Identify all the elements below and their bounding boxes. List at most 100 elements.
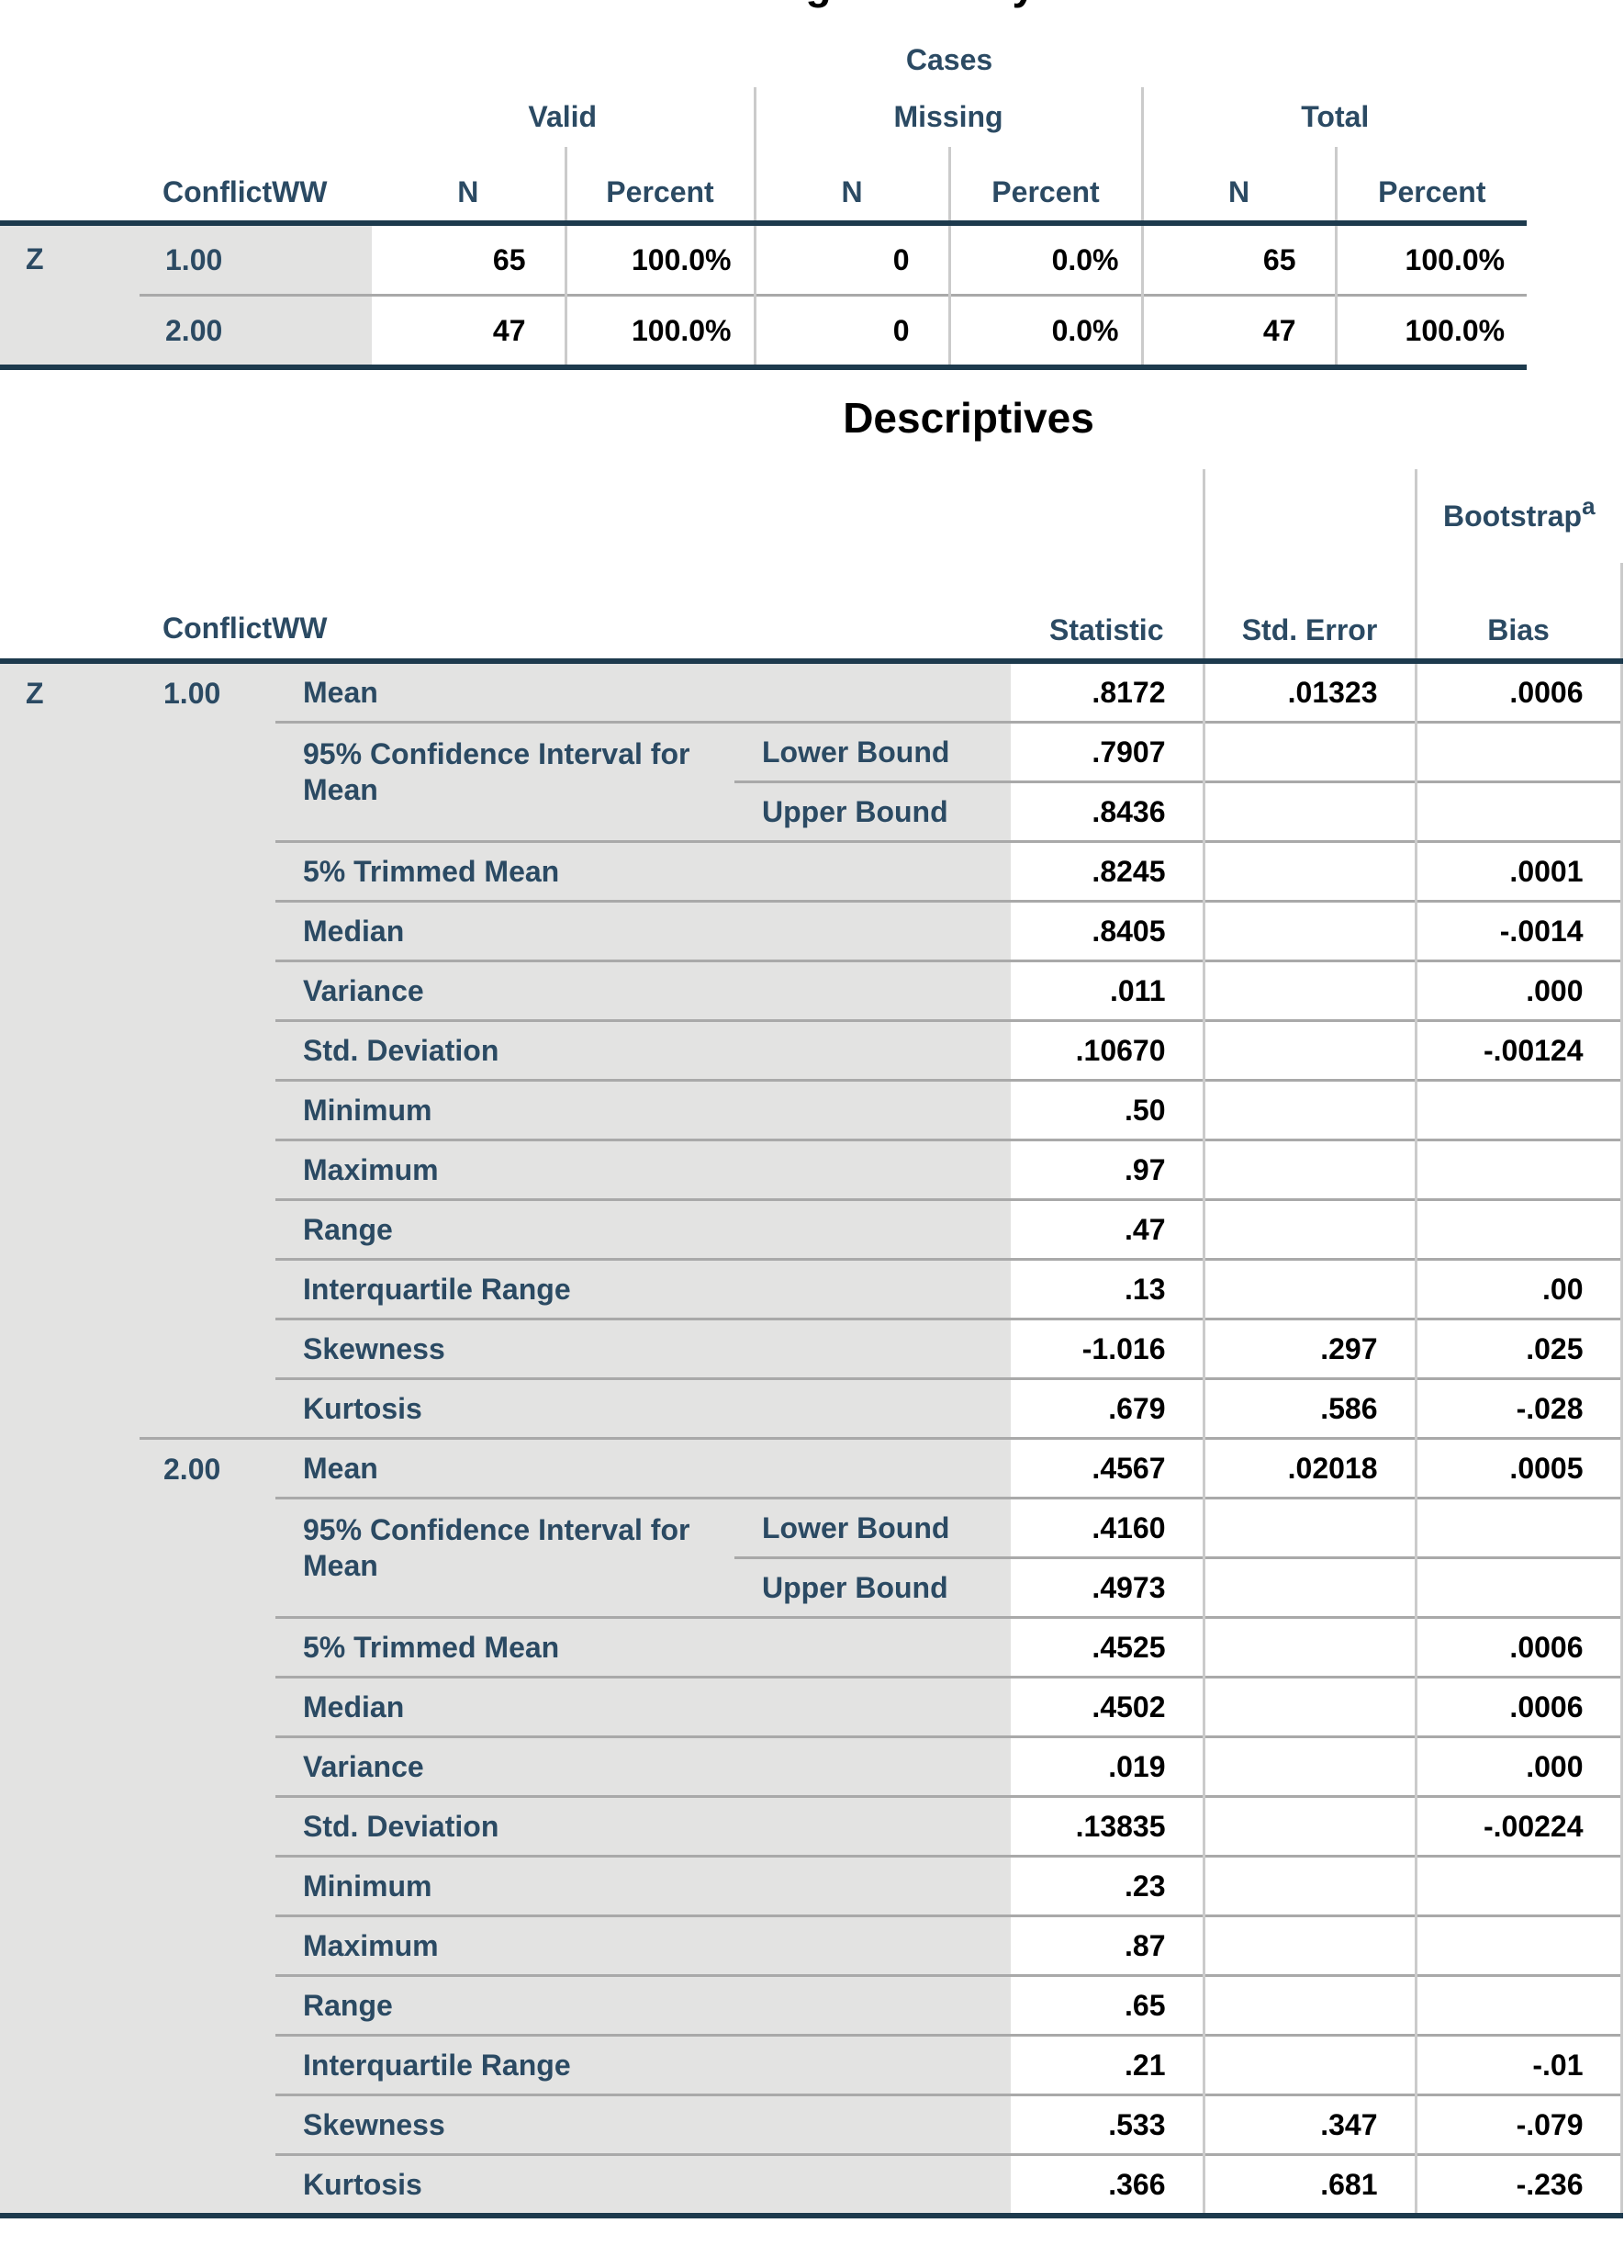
bootstrap-span-header: Bootstrapa <box>1414 469 1621 563</box>
std-error-value <box>1202 780 1416 842</box>
bias-value: .0001 <box>1414 840 1623 902</box>
total-span-header: Total <box>1140 87 1528 147</box>
stat-label: Median <box>275 900 1011 961</box>
stat-row: Skewness .533 .347 -.079 <box>0 2094 1623 2155</box>
cases-header-row: Cases <box>0 32 1527 87</box>
stat-row: Maximum .87 <box>0 1914 1623 1976</box>
descriptives-title: Descriptives <box>843 394 1094 442</box>
statistic-value: .4525 <box>1011 1616 1204 1678</box>
bias-value: .000 <box>1414 960 1623 1021</box>
stat-label: Variance <box>275 1735 1011 1797</box>
stat-row: Range .65 <box>0 1974 1623 2036</box>
missing-percent-value: 0.0% <box>947 294 1142 367</box>
group-label: 2.00 <box>140 294 372 367</box>
stat-label: Kurtosis <box>275 2153 1011 2216</box>
stat-row: 5% Trimmed Mean .4525 .0006 <box>0 1616 1623 1678</box>
stat-row: Minimum .23 <box>0 1855 1623 1916</box>
statistic-value: .4160 <box>1011 1497 1204 1558</box>
std-error-value: .586 <box>1202 1377 1416 1439</box>
missing-n-value: 0 <box>753 223 949 296</box>
stat-label: Interquartile Range <box>275 2034 1011 2095</box>
stat-label: Maximum <box>275 1914 1011 1976</box>
std-error-value <box>1202 1676 1416 1737</box>
bootstrap-label: Bootstrap <box>1442 499 1583 533</box>
valid-span-header: Valid <box>528 100 598 133</box>
table-row: Z 1.00 65 100.0% 0 0.0% 65 100.0% <box>0 223 1528 367</box>
valid-percent-value: 100.0% <box>564 223 755 296</box>
stat-label: Minimum <box>275 1855 1011 1916</box>
std-error-value <box>1202 1079 1416 1140</box>
valid-percent-value: 100.0% <box>564 294 755 367</box>
std-error-value <box>1202 1556 1416 1618</box>
std-error-value: .297 <box>1202 1318 1416 1379</box>
stat-label: 95% Confidence Interval for Mean <box>275 1497 734 1618</box>
stat-label: Minimum <box>275 1079 1011 1140</box>
stat-row: Skewness -1.016 .297 .025 <box>0 1318 1623 1379</box>
statistic-value: .4973 <box>1011 1556 1204 1618</box>
stat-row: Maximum .97 <box>0 1139 1623 1200</box>
stat-row: 95% Confidence Interval for Mean Lower B… <box>0 1497 1623 1618</box>
stat-row: Std. Deviation .13835 -.00224 <box>0 1795 1623 1857</box>
missing-n-value: 0 <box>753 294 949 367</box>
std-error-value <box>1202 840 1416 902</box>
statistic-value: .10670 <box>1011 1019 1204 1081</box>
total-percent-header: Percent <box>1334 147 1528 226</box>
stat-row: Upper Bound .8436 <box>0 780 1623 842</box>
total-n-value: 65 <box>1140 223 1336 296</box>
statistic-value: .50 <box>1011 1079 1204 1140</box>
bias-value: .0006 <box>1414 1616 1623 1678</box>
bias-value <box>1414 1079 1623 1140</box>
stat-row: Median .8405 -.0014 <box>0 900 1623 961</box>
stat-row: Variance .011 .000 <box>0 960 1623 1021</box>
statistic-value: .4502 <box>1011 1676 1204 1737</box>
bias-value: -.00124 <box>1414 1019 1623 1081</box>
statistic-value: .23 <box>1011 1855 1204 1916</box>
std-error-value: .01323 <box>1202 661 1416 723</box>
std-error-value <box>1202 1616 1416 1678</box>
bias-value: -.236 <box>1414 2153 1623 2216</box>
group-label: 2.00 <box>140 1437 275 2216</box>
stat-label: 95% Confidence Interval for Mean <box>275 721 734 842</box>
stat-row: Minimum .50 <box>0 1079 1623 1140</box>
statistic-value: .97 <box>1011 1139 1204 1200</box>
stat-label: Variance <box>275 960 1011 1021</box>
statistic-value: -1.016 <box>1011 1318 1204 1379</box>
spacer <box>0 12 1624 32</box>
std-error-value <box>1202 1258 1416 1319</box>
std-error-value <box>1202 1735 1416 1797</box>
bias-value: -.01 <box>1414 2034 1623 2095</box>
bias-header: Bias <box>1414 563 1623 664</box>
statistic-value: .8245 <box>1011 840 1204 902</box>
std-error-value: .347 <box>1202 2094 1416 2155</box>
stat-label: Maximum <box>275 1139 1011 1200</box>
stat-label: Kurtosis <box>275 1377 1011 1439</box>
bias-value: .0005 <box>1414 1437 1623 1499</box>
stat-sub-label: Upper Bound <box>734 1556 1011 1618</box>
stat-row: 2.00 Mean .4567 .02018 .0005 <box>0 1437 1623 2216</box>
std-error-value <box>1202 1914 1416 1976</box>
stat-row: Interquartile Range .13 .00 <box>0 1258 1623 1319</box>
case-processing-table: Cases Valid Missing Total ConflictWW N P… <box>0 32 1528 370</box>
bias-value: -.00224 <box>1414 1795 1623 1857</box>
stat-label: Median <box>275 1676 1011 1737</box>
bootstrap-footnote-marker: a <box>1582 491 1596 520</box>
statistic-value: .13 <box>1011 1258 1204 1319</box>
column-header-row: ConflictWW Statistic Std. Error Bias <box>0 563 1623 664</box>
std-error-value <box>1202 721 1416 782</box>
clipped-title-region: Case Processing Summary <box>0 0 1527 12</box>
bias-value: -.028 <box>1414 1377 1623 1439</box>
bias-value: -.0014 <box>1414 900 1623 961</box>
bias-value: .000 <box>1414 1735 1623 1797</box>
bias-value <box>1414 1855 1623 1916</box>
spacer-cell <box>0 87 372 147</box>
cases-span-header: Cases <box>905 42 993 76</box>
stat-label: Range <box>275 1198 1011 1260</box>
std-error-value: .02018 <box>1202 1437 1416 1499</box>
z-dimension-label: Z <box>0 661 140 2216</box>
descriptives-table: Bootstrapa ConflictWW Statistic Std. Err… <box>0 469 1623 2218</box>
bias-value: .00 <box>1414 1258 1623 1319</box>
stat-row: Kurtosis .679 .586 -.028 <box>0 1377 1623 1439</box>
stat-row: 5% Trimmed Mean .8245 .0001 <box>0 840 1623 902</box>
missing-percent-value: 0.0% <box>947 223 1142 296</box>
bias-value <box>1414 721 1623 782</box>
